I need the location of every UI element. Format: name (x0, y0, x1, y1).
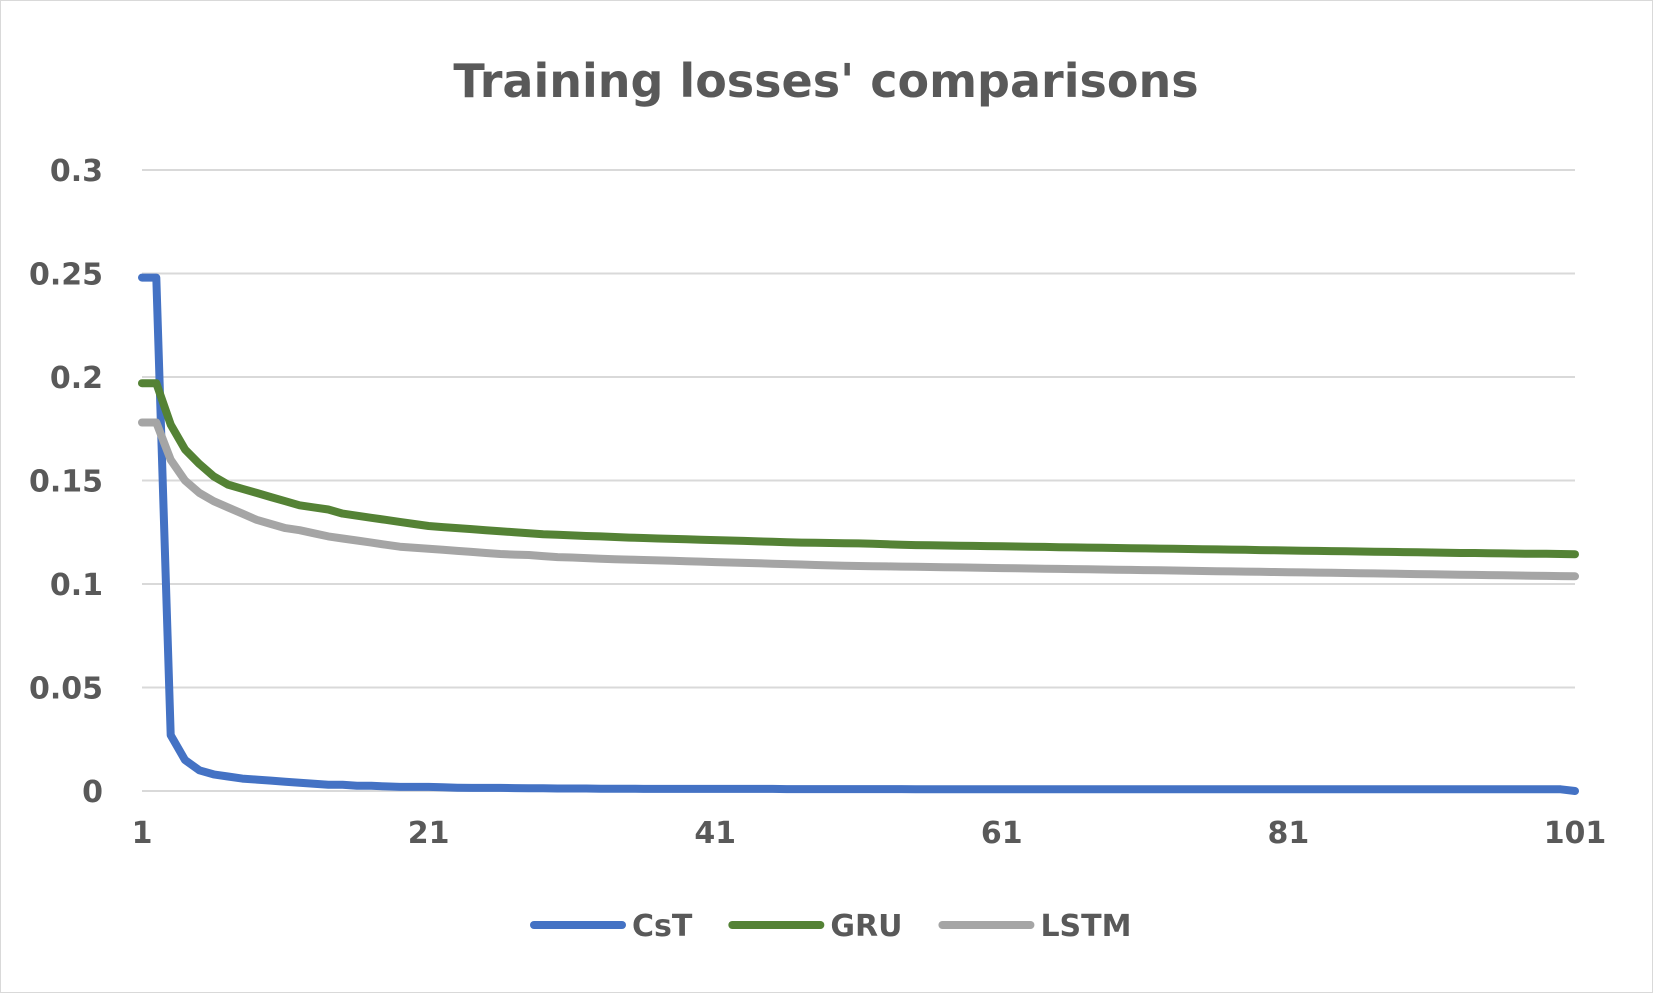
x-tick-label: 21 (408, 816, 450, 851)
y-tick-label: 0.15 (29, 465, 103, 500)
series-line-gru (138, 379, 1579, 559)
x-tick-label: 1 (132, 816, 153, 851)
chart-title: Training losses' comparisons (453, 54, 1198, 108)
legend: CsT GRU LSTM (530, 909, 1131, 944)
y-tick-label: 0 (82, 775, 103, 810)
y-tick-label: 0.1 (50, 568, 103, 603)
gridlines (142, 169, 1575, 792)
x-tick-label: 81 (1268, 816, 1310, 851)
legend-label-lstm: LSTM (1040, 909, 1131, 944)
series-line-cst (138, 273, 1579, 795)
y-tick-label: 0.3 (50, 154, 103, 189)
y-tick-label: 0.05 (29, 672, 103, 707)
x-tick-label: 61 (981, 816, 1023, 851)
series-lines (138, 273, 1579, 795)
y-tick-label: 0.2 (50, 361, 103, 396)
x-tick-label: 101 (1544, 816, 1607, 851)
y-axis-ticks: 0 0.05 0.1 0.15 0.2 0.25 0.3 (29, 154, 103, 810)
x-tick-label: 41 (694, 816, 736, 851)
y-tick-label: 0.25 (29, 258, 103, 293)
x-axis-ticks: 1 21 41 61 81 101 (132, 816, 1607, 851)
legend-label-cst: CsT (632, 909, 693, 944)
legend-label-gru: GRU (830, 909, 902, 944)
series-line-lstm (138, 418, 1579, 581)
